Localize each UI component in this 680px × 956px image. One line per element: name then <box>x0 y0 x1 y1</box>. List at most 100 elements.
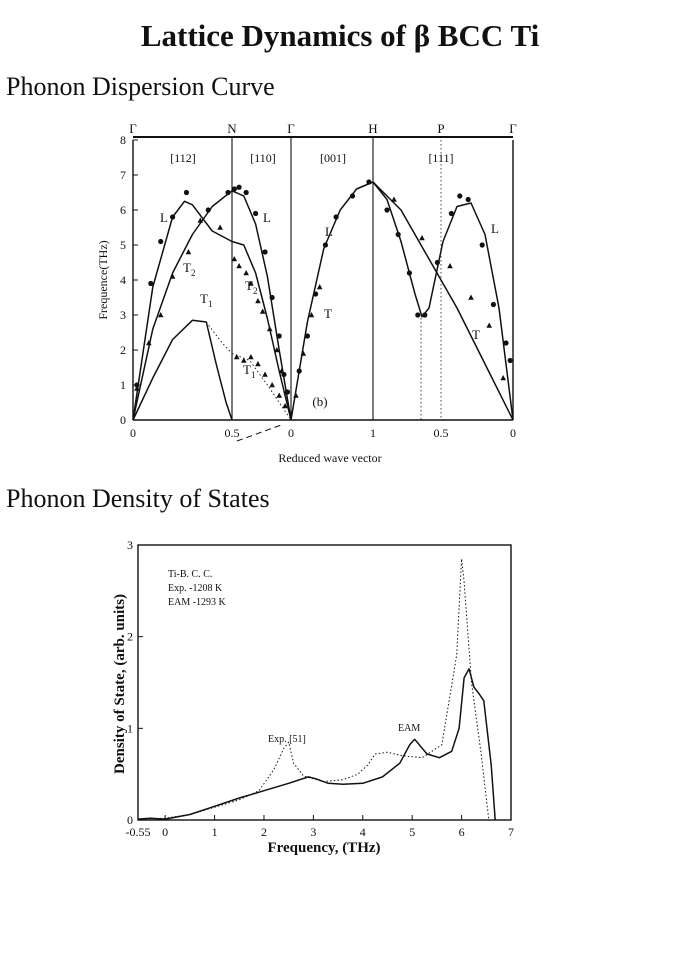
dos-legend-entry: Ti-B. C. C. <box>168 569 212 580</box>
symmetry-point-label: H <box>368 121 377 136</box>
dispersion-curve-l=t <box>290 181 374 421</box>
data-point-triangle <box>276 392 282 398</box>
bracket-line <box>236 423 285 442</box>
dos-y-tick-label: 0 <box>127 813 133 827</box>
data-point-circle <box>205 207 211 213</box>
data-point-triangle <box>197 217 204 223</box>
x-tick-label: 0 <box>130 426 136 440</box>
dos-annotation-eam: EAM <box>398 723 420 734</box>
data-point-triangle <box>308 312 315 318</box>
dos-x-tick-label: -0.55 <box>126 825 151 839</box>
data-point-triangle <box>447 263 453 269</box>
dispersion-curve-l <box>132 200 233 421</box>
data-point-circle <box>395 231 401 238</box>
data-point-circle <box>284 389 291 395</box>
dispersion-dotted-t1 <box>205 321 233 354</box>
data-point-triangle <box>274 347 280 353</box>
data-point-triangle <box>283 389 290 395</box>
dos-frame <box>137 544 512 821</box>
branch-label: T <box>472 327 480 342</box>
data-point-triangle <box>262 371 268 377</box>
direction-label: [111] <box>428 151 453 165</box>
data-point-triangle <box>134 385 140 391</box>
data-point-circle <box>415 312 421 318</box>
direction-label: [001] <box>320 151 346 165</box>
data-point-circle <box>225 189 231 196</box>
data-point-triangle <box>236 263 242 269</box>
data-point-triangle <box>419 235 425 241</box>
symmetry-point-label: Γ <box>287 121 295 136</box>
dispersion-section-heading: Phonon Dispersion Curve <box>6 72 275 101</box>
symmetry-point-label: Γ <box>129 121 137 136</box>
data-point-circle <box>434 259 440 266</box>
data-point-circle <box>269 294 275 301</box>
data-point-circle <box>296 368 302 374</box>
data-point-circle <box>231 186 237 192</box>
branch-label: L <box>491 221 499 236</box>
data-point-circle <box>170 214 176 220</box>
x-tick-label: 0.5 <box>225 426 240 440</box>
branch-label: T2 <box>183 260 195 278</box>
dos-section-heading: Phonon Density of States <box>6 484 270 513</box>
data-point-triangle <box>269 382 275 388</box>
data-point-circle <box>503 340 509 346</box>
symmetry-point-label: P <box>437 121 444 136</box>
data-point-triangle <box>233 354 240 360</box>
data-point-circle <box>134 382 140 388</box>
data-point-circle <box>262 249 268 255</box>
dispersion-curve-l <box>372 181 514 421</box>
data-point-circle <box>507 357 513 364</box>
dos-annotation-exp: Exp. [51] <box>268 734 306 745</box>
dos-x-tick-label: 1 <box>212 825 218 839</box>
dispersion-curve-t2 <box>231 240 292 421</box>
data-point-circle <box>366 179 372 185</box>
branch-label: T <box>324 306 332 321</box>
data-point-circle <box>322 242 329 248</box>
y-tick-label: 6 <box>120 203 126 217</box>
data-point-circle <box>384 207 390 213</box>
data-point-circle <box>406 270 412 276</box>
data-point-circle <box>490 301 496 308</box>
dispersion-curve-t1 <box>132 319 233 421</box>
dos-x-tick-label: 2 <box>261 825 267 839</box>
dos-series-eam <box>137 668 496 821</box>
data-point-triangle <box>300 350 307 356</box>
x-tick-label: 0 <box>288 426 294 440</box>
data-point-triangle <box>146 340 152 346</box>
direction-label: [110] <box>250 151 276 165</box>
data-point-triangle <box>185 249 192 255</box>
data-point-circle <box>479 242 485 248</box>
branch-label: L <box>160 210 168 225</box>
dos-x-axis-label: Frequency, (THz) <box>267 840 380 856</box>
x-axis-label: Reduced wave vector <box>278 451 381 465</box>
dos-y-tick-label: 2 <box>127 630 133 644</box>
dos-x-tick-label: 0 <box>162 825 168 839</box>
dispersion-dotted-t1 <box>231 353 292 421</box>
dos-x-tick-label: 6 <box>459 825 465 839</box>
data-point-circle <box>148 280 154 287</box>
data-point-circle <box>183 189 190 196</box>
y-tick-label: 1 <box>120 378 126 392</box>
dos-x-tick-label: 5 <box>409 825 415 839</box>
data-point-triangle <box>255 361 261 367</box>
data-point-circle <box>236 184 242 190</box>
data-point-circle <box>465 196 471 203</box>
data-point-triangle <box>248 354 254 360</box>
data-point-circle <box>349 193 356 199</box>
data-point-triangle <box>500 375 506 381</box>
data-point-circle <box>253 210 259 217</box>
data-point-circle <box>448 210 454 217</box>
dos-legend-entry: EAM -1293 K <box>168 597 227 608</box>
branch-label: L <box>325 224 333 239</box>
data-point-triangle <box>391 196 397 202</box>
dispersion-curve-t <box>372 181 514 421</box>
page-title: Lattice Dynamics of β BCC Ti <box>140 18 540 53</box>
data-point-circle <box>457 193 463 199</box>
data-point-triangle <box>231 256 238 262</box>
y-tick-label: 4 <box>120 273 126 287</box>
data-point-triangle <box>278 368 285 374</box>
dos-x-tick-label: 7 <box>508 825 514 839</box>
dos-x-tick-label: 3 <box>310 825 316 839</box>
dos-x-tick-label: 4 <box>360 825 366 839</box>
y-tick-label: 3 <box>120 308 126 322</box>
